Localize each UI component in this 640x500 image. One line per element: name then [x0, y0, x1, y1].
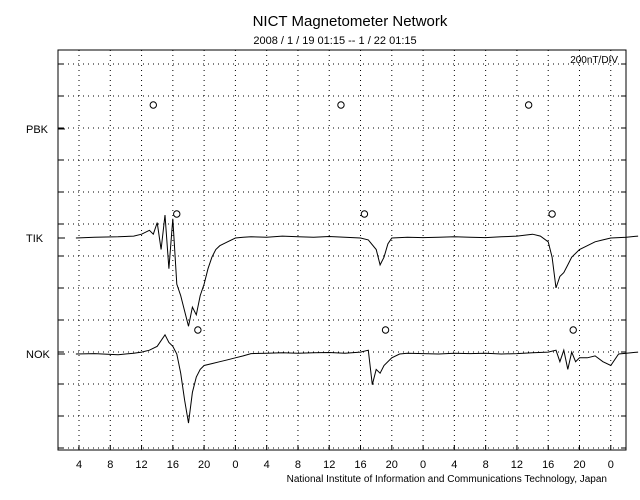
x-tick-label: 8: [295, 459, 301, 471]
x-tick-label: 20: [386, 459, 398, 471]
local-midnight-marker: [569, 326, 577, 334]
x-tick-label: 4: [76, 459, 82, 471]
chart-title: NICT Magnetometer Network: [253, 13, 448, 30]
station-label-nok: NOK: [26, 349, 51, 361]
station-label-tik: TIK: [26, 233, 44, 245]
x-tick-label: 12: [135, 459, 147, 471]
scale-label: 200nT/DIV: [570, 55, 618, 66]
y-ticks: [58, 63, 626, 449]
stations: PBK TIK NOK: [26, 124, 65, 361]
station-label-pbk: PBK: [26, 124, 49, 136]
series: [75, 214, 639, 424]
x-tick-label: 16: [354, 459, 366, 471]
x-tick-label: 8: [483, 459, 489, 471]
x-tick-label: 4: [264, 459, 270, 471]
local-midnight-marker: [524, 101, 533, 109]
x-tick-label: 12: [323, 459, 335, 471]
local-midnight-marker: [548, 210, 556, 218]
x-tick-label: 20: [573, 459, 585, 471]
x-tick-label: 0: [608, 459, 614, 471]
local-midnight-marker: [381, 326, 390, 334]
local-midnight-marker: [194, 326, 202, 334]
x-tick-label: 16: [542, 459, 554, 471]
chart-subtitle: 2008 / 1 / 19 01:15 -- 1 / 22 01:15: [253, 35, 416, 47]
x-tick-label: 12: [511, 459, 523, 471]
local-midnight-marker: [337, 101, 345, 109]
x-tick-label: 0: [420, 459, 426, 471]
series-line-nok: [75, 333, 639, 424]
local-midnight-marker: [149, 101, 157, 109]
local-midnight-marker: [360, 210, 369, 218]
x-tick-label: 0: [232, 459, 238, 471]
plot-frame: [57, 49, 627, 451]
x-axis: 4 8 12 16 20 0 4 8 12 16 20 0 4 8 12 16 20 0: [76, 445, 614, 471]
x-tick-label: 4: [451, 459, 457, 471]
x-tick-label: 20: [198, 459, 210, 471]
local-midnight-markers: [149, 101, 577, 334]
grid: [58, 50, 626, 450]
local-midnight-marker: [173, 210, 181, 218]
x-tick-label: 16: [167, 459, 179, 471]
credit-text: National Institute of Information and Co…: [287, 474, 607, 485]
series-line-tik: [75, 214, 639, 327]
x-tick-label: 8: [107, 459, 113, 471]
